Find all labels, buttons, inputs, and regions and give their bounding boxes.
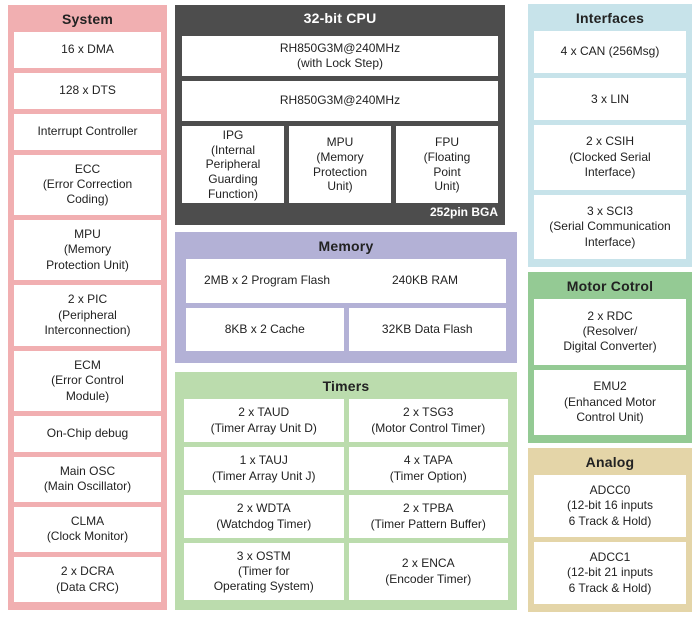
system-item-dcra: 2 x DCRA (Data CRC) xyxy=(14,557,161,603)
cpu-ipg-box: IPG (Internal Peripheral Guarding Functi… xyxy=(182,126,284,204)
system-title: System xyxy=(61,10,113,27)
analog-body: ADCC0 (12-bit 16 inputs 6 Track & Hold) … xyxy=(534,475,686,604)
analog-title: Analog xyxy=(585,453,635,470)
interface-item-csih: 2 x CSIH (Clocked Serial Interface) xyxy=(534,125,686,190)
timer-cell-ostm: 3 x OSTM (Timer for Operating System) xyxy=(184,543,344,600)
system-item-main-osc: Main OSC (Main Oscillator) xyxy=(14,456,161,502)
system-body: 16 x DMA 128 x DTS Interrupt Controller … xyxy=(14,32,161,603)
timer-cell-tapa: 4 x TAPA (Timer Option) xyxy=(348,447,508,491)
memory-cache-box: 8KB x 2 Cache xyxy=(186,307,344,351)
timer-cell-taud: 2 x TAUD (Timer Array Unit D) xyxy=(184,399,344,443)
system-item-on-chip-debug: On-Chip debug xyxy=(14,416,161,452)
cpu-section: 32-bit CPU RH850G3M@240MHz (with Lock St… xyxy=(175,5,505,225)
system-item-interrupt-controller: Interrupt Controller xyxy=(14,113,161,150)
cpu-fpu-box: FPU (Floating Point Unit) xyxy=(396,126,498,204)
system-item-pic: 2 x PIC (Peripheral Interconnection) xyxy=(14,285,161,346)
memory-flash-ram-box: 2MB x 2 Program Flash 240KB RAM xyxy=(186,259,506,303)
system-section: System 16 x DMA 128 x DTS Interrupt Cont… xyxy=(8,5,167,610)
timers-grid: 2 x TAUD (Timer Array Unit D) 2 x TSG3 (… xyxy=(184,399,508,600)
system-item-mpu: MPU (Memory Protection Unit) xyxy=(14,219,161,281)
interfaces-title: Interfaces xyxy=(575,9,645,26)
interfaces-section: Interfaces 4 x CAN (256Msg) 3 x LIN 2 x … xyxy=(528,4,692,267)
memory-section: Memory 2MB x 2 Program Flash 240KB RAM 8… xyxy=(175,232,517,363)
timers-title: Timers xyxy=(322,377,370,394)
cpu-title: 32-bit CPU xyxy=(303,10,377,26)
cpu-mpu-box: MPU (Memory Protection Unit) xyxy=(289,126,391,204)
motor-control-title: Motor Cotrol xyxy=(566,277,654,294)
memory-program-flash-label: 2MB x 2 Program Flash xyxy=(203,273,331,288)
cpu-package-label: 252pin BGA xyxy=(429,205,498,219)
motor-control-section: Motor Cotrol 2 x RDC (Resolver/ Digital … xyxy=(528,272,692,443)
analog-item-adcc0: ADCC0 (12-bit 16 inputs 6 Track & Hold) xyxy=(534,475,686,537)
system-item-ecc: ECC (Error Correction Coding) xyxy=(14,154,161,215)
interface-item-sci3: 3 x SCI3 (Serial Communication Interface… xyxy=(534,194,686,259)
timer-cell-wdta: 2 x WDTA (Watchdog Timer) xyxy=(184,495,344,539)
cpu-core-lockstep-box: RH850G3M@240MHz (with Lock Step) xyxy=(182,36,498,76)
timer-cell-tauj: 1 x TAUJ (Timer Array Unit J) xyxy=(184,447,344,491)
cpu-units-row: IPG (Internal Peripheral Guarding Functi… xyxy=(182,126,498,204)
memory-body: 2MB x 2 Program Flash 240KB RAM 8KB x 2 … xyxy=(186,259,506,351)
cpu-core-box: RH850G3M@240MHz xyxy=(182,81,498,121)
timer-cell-enca: 2 x ENCA (Encoder Timer) xyxy=(348,543,508,600)
interface-item-lin: 3 x LIN xyxy=(534,78,686,121)
memory-ram-label: 240KB RAM xyxy=(391,273,459,288)
analog-section: Analog ADCC0 (12-bit 16 inputs 6 Track &… xyxy=(528,448,692,612)
timer-cell-tsg3: 2 x TSG3 (Motor Control Timer) xyxy=(348,399,508,443)
motor-control-body: 2 x RDC (Resolver/ Digital Converter) EM… xyxy=(534,299,686,435)
motor-item-rdc: 2 x RDC (Resolver/ Digital Converter) xyxy=(534,299,686,365)
system-item-dma: 16 x DMA xyxy=(14,32,161,68)
memory-data-flash-box: 32KB Data Flash xyxy=(348,307,506,351)
interfaces-body: 4 x CAN (256Msg) 3 x LIN 2 x CSIH (Clock… xyxy=(534,31,686,259)
interface-item-can: 4 x CAN (256Msg) xyxy=(534,31,686,74)
system-item-clma: CLMA (Clock Monitor) xyxy=(14,506,161,552)
timer-cell-tpba: 2 x TPBA (Timer Pattern Buffer) xyxy=(348,495,508,539)
system-item-dts: 128 x DTS xyxy=(14,72,161,109)
motor-item-emu2: EMU2 (Enhanced Motor Control Unit) xyxy=(534,369,686,435)
timers-section: Timers 2 x TAUD (Timer Array Unit D) 2 x… xyxy=(175,372,517,610)
memory-row2: 8KB x 2 Cache 32KB Data Flash xyxy=(186,307,506,351)
memory-title: Memory xyxy=(318,237,374,254)
analog-item-adcc1: ADCC1 (12-bit 21 inputs 6 Track & Hold) xyxy=(534,542,686,604)
system-item-ecm: ECM (Error Control Module) xyxy=(14,350,161,412)
